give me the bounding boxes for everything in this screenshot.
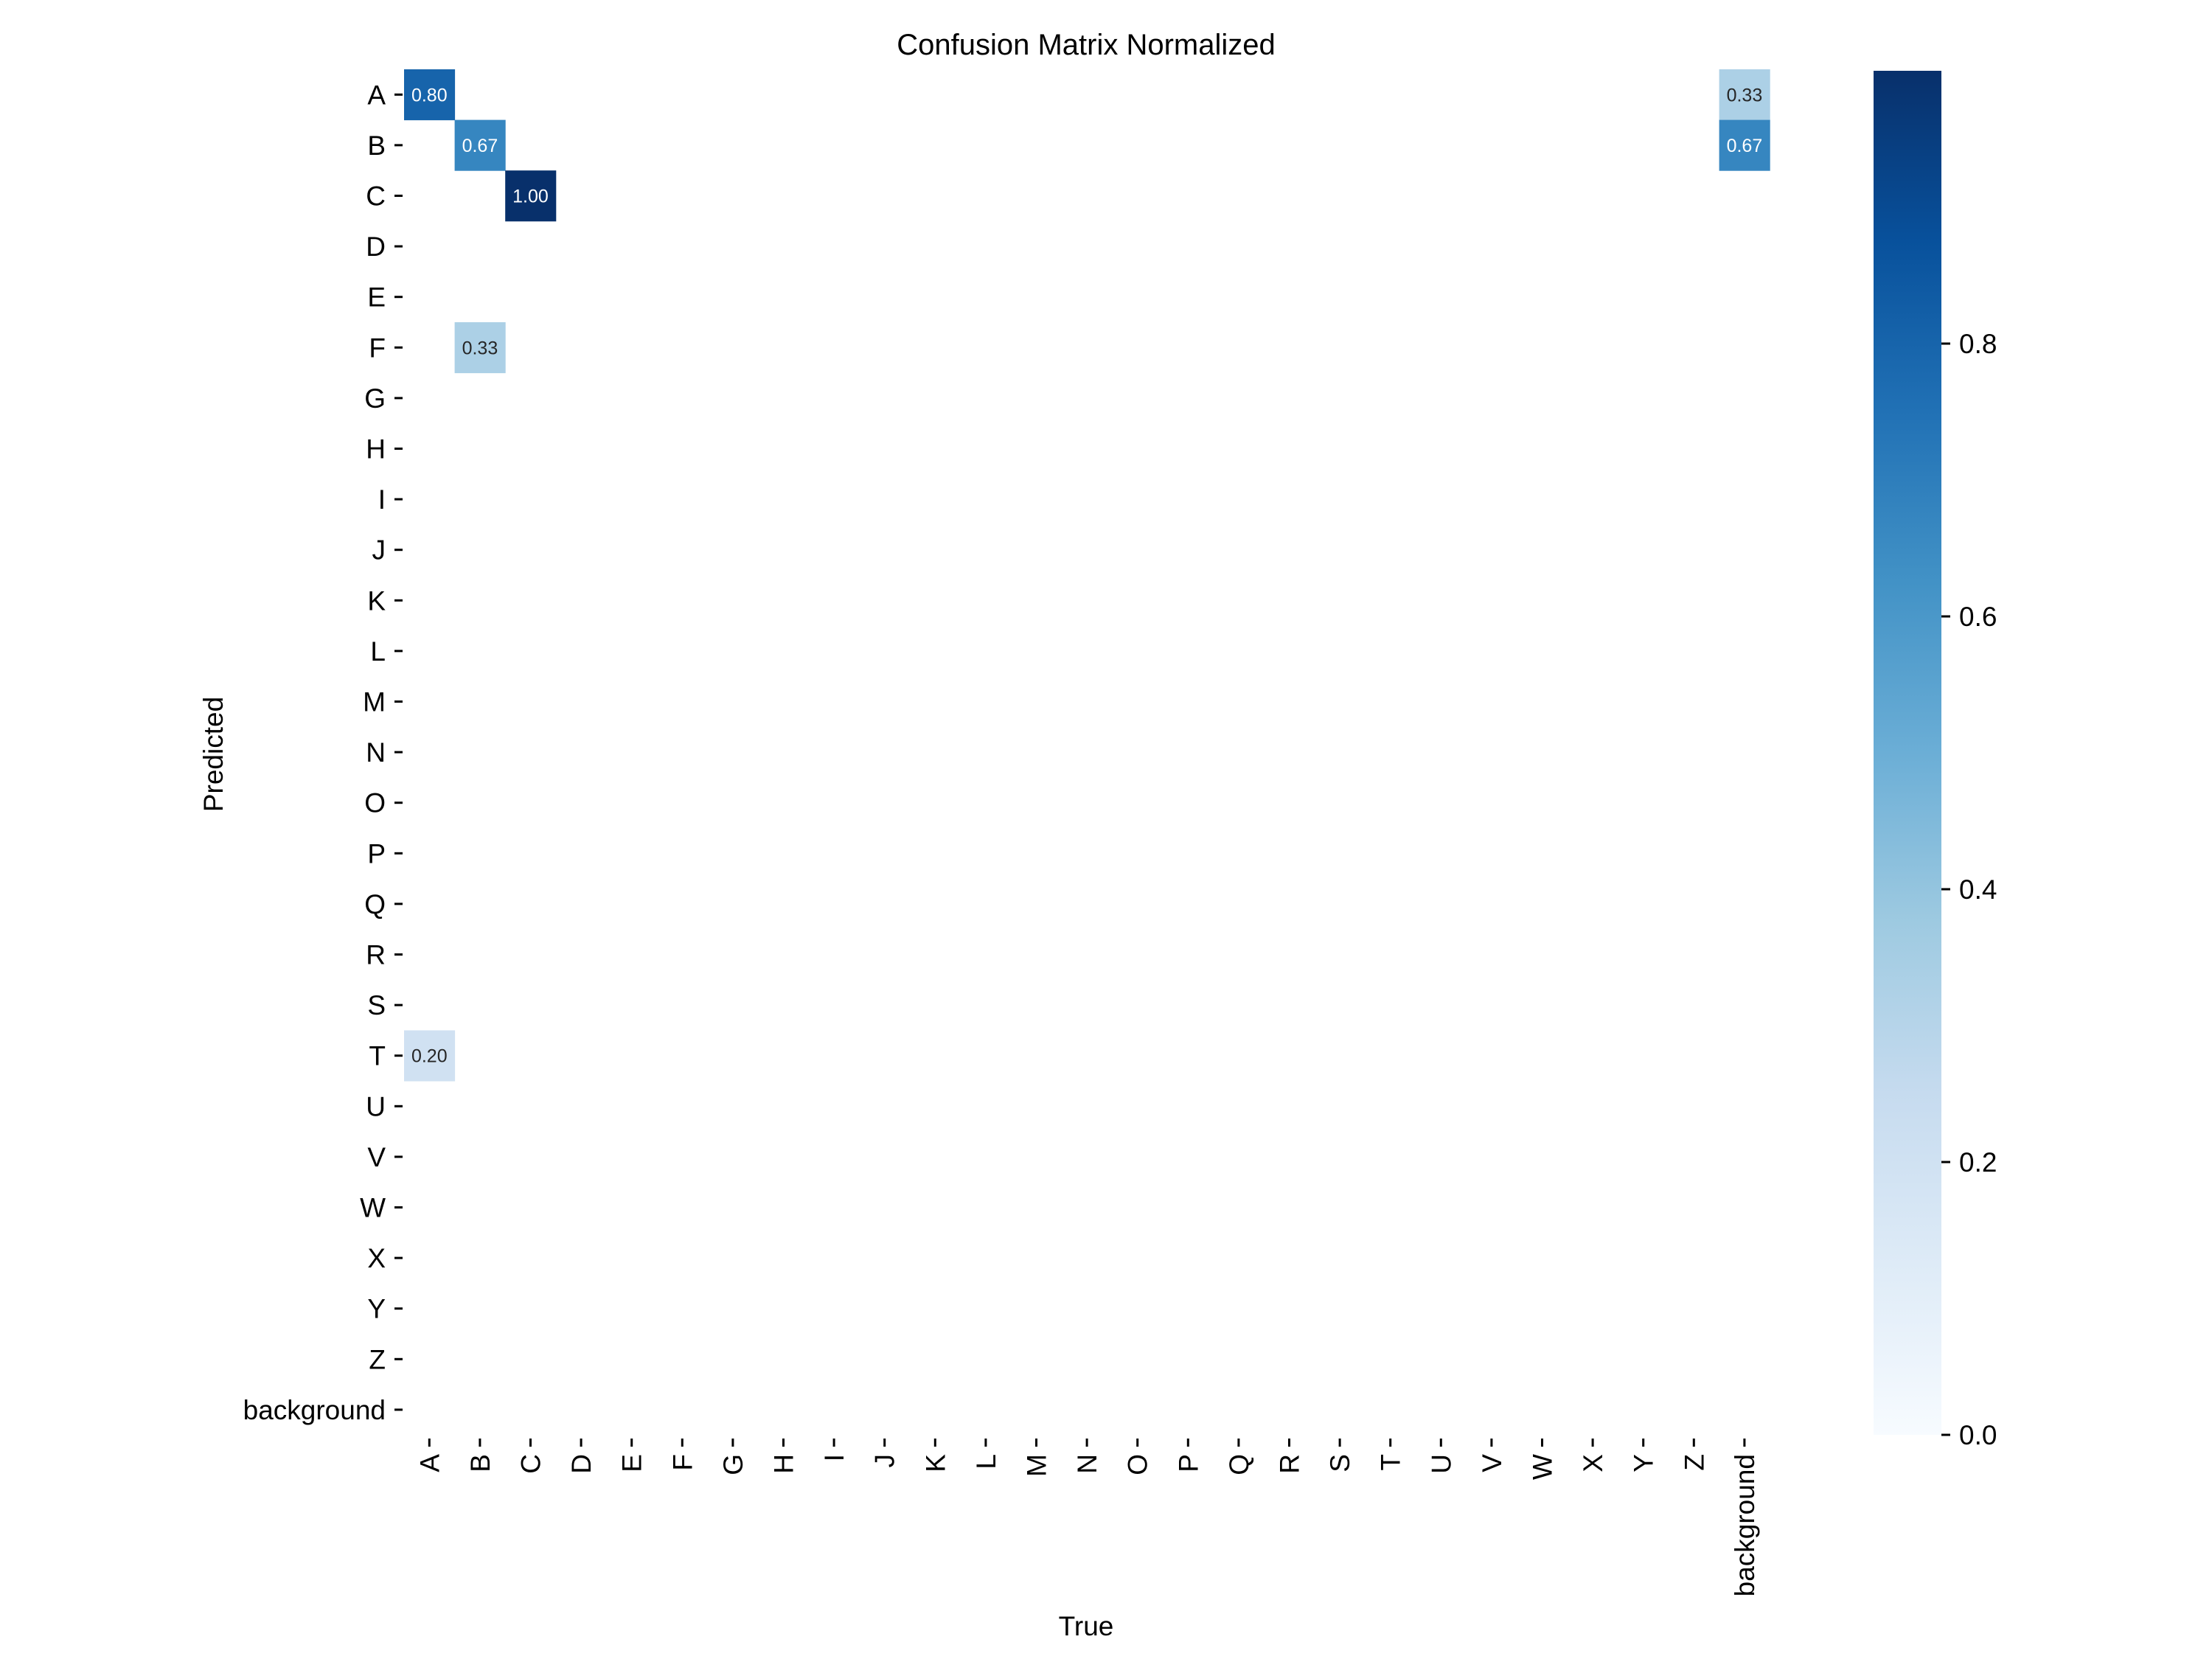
x-tick-label: W: [1528, 1454, 1558, 1480]
x-tick-label: Y: [1629, 1454, 1659, 1472]
cell-value-label: 1.00: [512, 187, 549, 207]
y-tick-label: O: [364, 788, 386, 818]
y-tick-label: Y: [367, 1294, 386, 1324]
chart-title: Confusion Matrix Normalized: [897, 29, 1276, 61]
y-tick-label: M: [363, 687, 386, 717]
y-tick-label: T: [369, 1041, 386, 1071]
y-tick-label: E: [367, 282, 386, 313]
x-tick-label: H: [769, 1454, 799, 1474]
x-tick-label: Q: [1224, 1454, 1254, 1475]
cell-value-label: 0.80: [411, 85, 448, 105]
x-tick-label: V: [1477, 1454, 1507, 1472]
y-tick-label: I: [378, 484, 386, 515]
y-tick-label: R: [366, 940, 386, 970]
x-tick-label: L: [971, 1454, 1001, 1470]
x-tick-label: A: [414, 1454, 445, 1472]
x-tick-label: U: [1426, 1454, 1456, 1474]
heatmap-cell: [1719, 69, 1770, 121]
y-tick-label: A: [367, 80, 386, 110]
colorbar-tick-label: 0.2: [1959, 1147, 1997, 1178]
y-tick-label: B: [367, 131, 386, 161]
y-tick-label: H: [366, 434, 386, 465]
colorbar-gradient-bar: [1874, 71, 1941, 1435]
y-tick-label: Q: [364, 889, 386, 919]
colorbar-tick-label: 0.0: [1959, 1420, 1997, 1450]
x-tick-label: K: [920, 1454, 950, 1472]
y-tick-label: N: [366, 737, 386, 768]
y-tick-label: S: [367, 990, 386, 1020]
x-tick-label: M: [1022, 1454, 1052, 1477]
y-tick-label: K: [367, 585, 386, 616]
x-tick-label: G: [718, 1454, 748, 1475]
y-tick-label: G: [364, 383, 386, 414]
heatmap-cell: [404, 1030, 456, 1082]
colorbar-tick-label: 0.8: [1959, 329, 1997, 359]
x-tick-label: E: [617, 1454, 647, 1472]
y-tick-label: X: [367, 1243, 386, 1273]
x-tick-label: X: [1578, 1454, 1608, 1472]
cell-value-label: 0.33: [462, 338, 498, 358]
x-tick-label: J: [870, 1454, 900, 1468]
x-tick-label: background: [1730, 1454, 1760, 1596]
y-tick-label: C: [366, 181, 386, 212]
cell-value-label: 0.20: [411, 1046, 448, 1067]
x-tick-label: D: [566, 1454, 597, 1474]
y-tick-label: J: [372, 535, 386, 566]
y-tick-label: Z: [369, 1344, 386, 1374]
x-tick-label: N: [1072, 1454, 1102, 1474]
cell-value-label: 0.33: [1727, 85, 1763, 105]
heatmap-cell: [404, 69, 456, 121]
y-tick-label: L: [370, 636, 386, 667]
y-tick-label: background: [243, 1395, 386, 1425]
y-tick-label: U: [366, 1091, 386, 1121]
x-tick-label: T: [1376, 1454, 1406, 1471]
cell-value-label: 0.67: [1727, 136, 1763, 156]
x-tick-label: P: [1173, 1454, 1203, 1472]
heatmap-cell: [1719, 119, 1770, 171]
x-tick-label: C: [516, 1454, 546, 1474]
heatmap-cell: [454, 322, 506, 374]
x-tick-label: Z: [1679, 1454, 1709, 1471]
y-tick-label: F: [369, 333, 386, 363]
y-axis-label: Predicted: [198, 697, 229, 812]
x-tick-label: R: [1275, 1454, 1305, 1474]
colorbar-tick-label: 0.4: [1959, 874, 1997, 905]
cell-value-label: 0.67: [462, 136, 498, 156]
x-tick-label: O: [1123, 1454, 1153, 1475]
x-axis-label: True: [1059, 1611, 1114, 1641]
x-tick-label: B: [465, 1454, 495, 1472]
y-tick-label: V: [367, 1142, 386, 1172]
colorbar-tick-label: 0.6: [1959, 602, 1997, 632]
y-tick-label: D: [366, 232, 386, 262]
y-tick-label: W: [360, 1193, 386, 1223]
colorbar: 0.0 0.2 0.4 0.6 0.8: [1874, 71, 1997, 1450]
x-tick-label: F: [667, 1454, 698, 1471]
heatmap-cell: [505, 170, 557, 222]
y-tick-label: P: [367, 838, 386, 869]
heatmap-plot-area: 0.80 0.330.67 0.671.000.330.20ABCDEFGHIJKL…: [243, 69, 1770, 1596]
x-tick-label: S: [1325, 1454, 1355, 1472]
heatmap-cell: [454, 119, 506, 171]
x-tick-label: I: [819, 1454, 849, 1461]
